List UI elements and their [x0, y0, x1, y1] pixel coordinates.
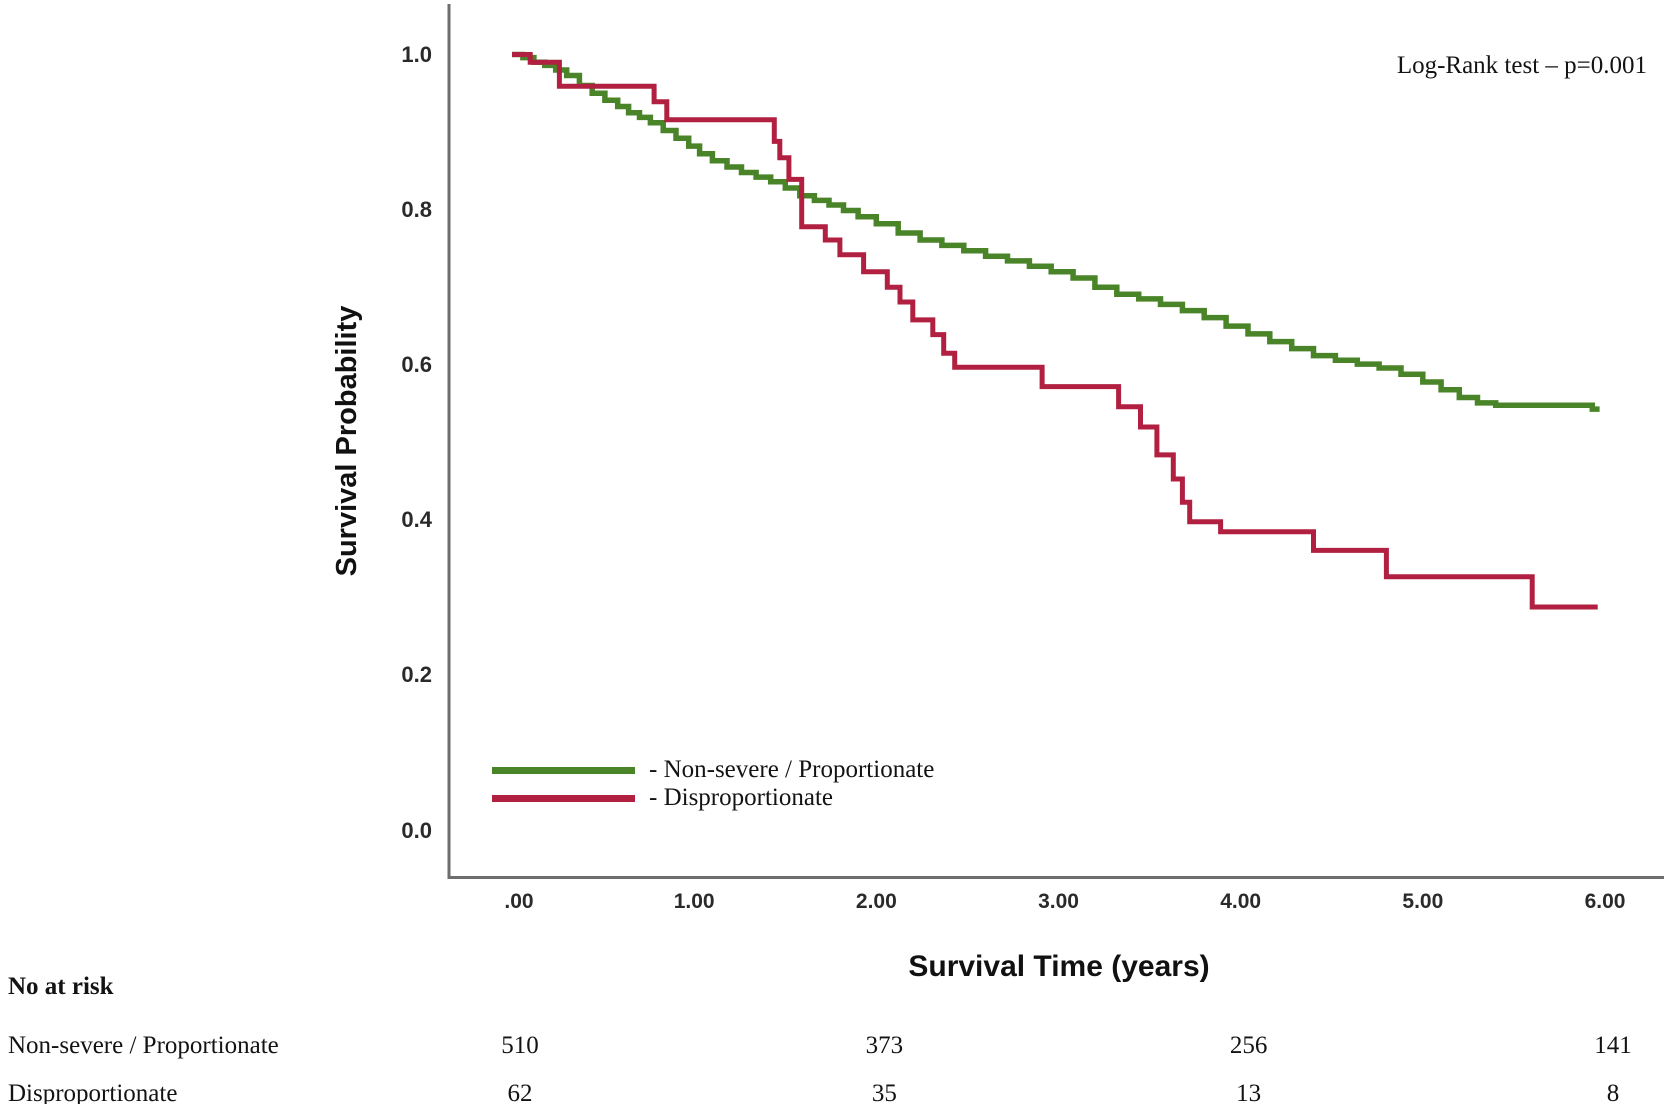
- x-tick-label-2.00: 2.00: [855, 890, 897, 913]
- y-tick-label-0.4: 0.4: [401, 507, 432, 533]
- x-tick-label-3.00: 3.00: [1038, 890, 1079, 913]
- risk-row-label-disproportionate: Disproportionate: [8, 1080, 178, 1104]
- y-tick-label-0.8: 0.8: [401, 196, 432, 222]
- survival-curve-disproportionate: [512, 52, 1598, 610]
- risk-count: 13: [1236, 1080, 1262, 1104]
- legend-line-non-severe-proportionate: [492, 767, 635, 774]
- x-tick-label-4.00: 4.00: [1220, 890, 1262, 913]
- axis-lines: [447, 4, 1664, 879]
- risk-count: 373: [865, 1032, 904, 1059]
- y-tick-label-0.0: 0.0: [401, 817, 432, 843]
- x-tick-label-1.00: 1.00: [673, 890, 715, 913]
- y-axis-title: Survival Probability: [331, 305, 363, 577]
- x-axis-title: Survival Time (years): [908, 950, 1210, 983]
- risk-count: 256: [1229, 1032, 1268, 1059]
- x-tick-label-5.00: 5.00: [1402, 890, 1444, 913]
- x-tick-label-6.00: 6.00: [1584, 890, 1626, 913]
- risk-row-label-non-severe-proportionate: Non-severe / Proportionate: [8, 1032, 279, 1059]
- logrank-annotation: Log-Rank test – p=0.001: [1396, 52, 1647, 79]
- risk-count: 510: [501, 1032, 539, 1059]
- risk-count: 62: [507, 1080, 533, 1104]
- risk-count: 141: [1594, 1032, 1632, 1059]
- legend-label-disproportionate: - Disproportionate: [649, 784, 833, 811]
- y-tick-label-0.6: 0.6: [401, 351, 432, 377]
- x-tick-label-.00: .00: [504, 890, 534, 913]
- y-tick-label-1.0: 1.0: [401, 41, 432, 67]
- legend-line-disproportionate: [492, 795, 635, 802]
- risk-count: 8: [1606, 1080, 1620, 1104]
- survival-curve-non-severe-proportionate: [512, 51, 1600, 412]
- risk-count: 35: [871, 1080, 897, 1104]
- legend-label-non-severe-proportionate: - Non-severe / Proportionate: [649, 756, 935, 783]
- y-tick-label-0.2: 0.2: [401, 662, 432, 688]
- risk-table-title: No at risk: [8, 973, 114, 1000]
